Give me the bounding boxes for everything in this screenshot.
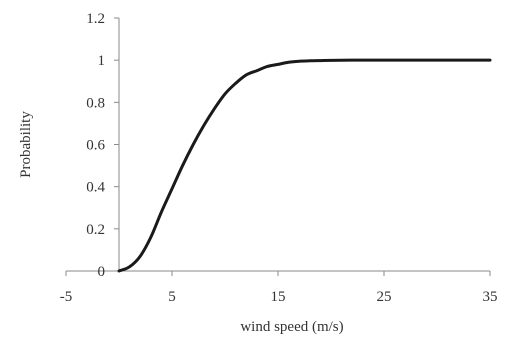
x-tick-label: 25 bbox=[377, 289, 392, 305]
y-axis-ticks: 0 0.2 0.4 0.6 0.8 1 1.2 bbox=[86, 11, 119, 280]
y-tick-label: 0.8 bbox=[86, 95, 105, 111]
series-layer bbox=[117, 58, 492, 273]
y-tick-label: 0.6 bbox=[86, 138, 105, 154]
x-axis-title: wind speed (m/s) bbox=[240, 319, 343, 335]
y-tick-label: 1 bbox=[98, 53, 106, 69]
y-tick-label: 0.4 bbox=[86, 180, 105, 196]
y-tick-label: 1.2 bbox=[86, 11, 105, 27]
x-tick-label: 5 bbox=[168, 289, 176, 305]
x-tick-label: 35 bbox=[483, 289, 498, 305]
series-line bbox=[117, 58, 492, 273]
axes bbox=[66, 18, 490, 272]
y-tick-label: 0 bbox=[98, 264, 106, 280]
x-tick-label: -5 bbox=[60, 289, 73, 305]
x-tick-label: 15 bbox=[271, 289, 286, 305]
y-tick-label: 0.2 bbox=[86, 222, 105, 238]
x-axis-ticks: -5 5 15 25 35 bbox=[60, 271, 498, 305]
y-axis-title: Probability bbox=[18, 111, 34, 178]
